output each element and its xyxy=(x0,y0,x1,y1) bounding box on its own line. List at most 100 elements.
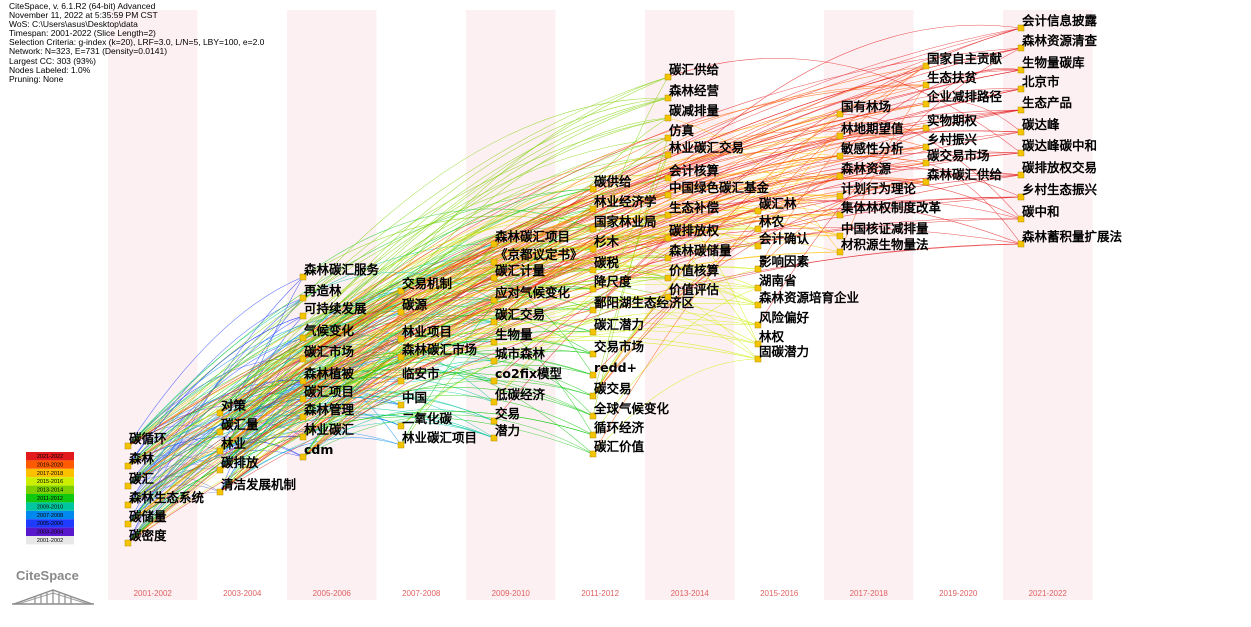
keyword-node-marker[interactable] xyxy=(1017,149,1025,157)
keyword-node[interactable]: 碳汇项目 xyxy=(299,384,354,403)
keyword-node-marker[interactable] xyxy=(1017,66,1025,74)
keyword-node[interactable]: 材积源生物量法 xyxy=(836,237,929,256)
keyword-node-marker[interactable] xyxy=(922,159,930,167)
keyword-node-marker[interactable] xyxy=(397,377,405,385)
keyword-node-marker[interactable] xyxy=(589,431,597,439)
keyword-node[interactable]: 林业碳汇项目 xyxy=(397,430,477,449)
keyword-node[interactable]: 风险偏好 xyxy=(754,310,810,329)
keyword-node[interactable]: 气候变化 xyxy=(299,323,355,342)
keyword-node-marker[interactable] xyxy=(836,110,844,118)
keyword-node-marker[interactable] xyxy=(397,308,405,316)
keyword-node-marker[interactable] xyxy=(664,151,672,159)
keyword-node-marker[interactable] xyxy=(754,265,762,273)
keyword-node[interactable]: 碳达峰碳中和 xyxy=(1017,138,1097,157)
keyword-node-marker[interactable] xyxy=(664,211,672,219)
keyword-node-marker[interactable] xyxy=(216,428,224,436)
keyword-node-marker[interactable] xyxy=(589,412,597,420)
keyword-node-marker[interactable] xyxy=(836,211,844,219)
keyword-node[interactable]: 生物量 xyxy=(490,327,533,346)
keyword-node-marker[interactable] xyxy=(299,395,307,403)
keyword-node[interactable]: 森林植被 xyxy=(299,366,355,385)
keyword-node-marker[interactable] xyxy=(299,453,307,461)
keyword-node-marker[interactable] xyxy=(836,152,844,160)
keyword-node-marker[interactable] xyxy=(490,377,498,385)
keyword-node[interactable]: 交易 xyxy=(490,406,520,425)
keyword-node[interactable]: 森林资源 xyxy=(836,161,892,180)
keyword-node[interactable]: 碳排放 xyxy=(216,455,259,474)
keyword-node-marker[interactable] xyxy=(299,273,307,281)
keyword-node-marker[interactable] xyxy=(922,62,930,70)
keyword-node-marker[interactable] xyxy=(397,401,405,409)
keyword-node[interactable]: 中国核证减排量 xyxy=(836,221,929,240)
keyword-node-marker[interactable] xyxy=(397,422,405,430)
keyword-node-marker[interactable] xyxy=(124,462,132,470)
keyword-node-marker[interactable] xyxy=(299,377,307,385)
keyword-node[interactable]: co2fix模型 xyxy=(490,366,563,385)
keyword-node-marker[interactable] xyxy=(1017,85,1025,93)
keyword-node[interactable]: 碳达峰 xyxy=(1017,117,1060,136)
keyword-node-marker[interactable] xyxy=(397,353,405,361)
keyword-node[interactable]: 对策 xyxy=(216,398,247,417)
keyword-node[interactable]: 碳密度 xyxy=(124,528,167,547)
keyword-node[interactable]: 碳排放权 xyxy=(664,223,720,242)
keyword-node[interactable]: 碳储量 xyxy=(124,509,167,528)
keyword-node-marker[interactable] xyxy=(299,433,307,441)
keyword-node[interactable]: 碳中和 xyxy=(1017,204,1060,223)
keyword-node-marker[interactable] xyxy=(589,225,597,233)
keyword-node[interactable]: 生态扶贫 xyxy=(922,70,978,89)
keyword-node-marker[interactable] xyxy=(1017,171,1025,179)
keyword-node[interactable]: 二氧化碳 xyxy=(397,411,453,430)
keyword-node[interactable]: 循环经济 xyxy=(589,420,645,439)
keyword-node[interactable]: 碳汇林 xyxy=(754,196,797,215)
keyword-node[interactable]: redd+ xyxy=(589,360,637,379)
keyword-node[interactable]: 计划行为理论 xyxy=(836,181,917,200)
keyword-node[interactable]: 临安市 xyxy=(397,366,440,385)
keyword-node-marker[interactable] xyxy=(754,340,762,348)
keyword-node-marker[interactable] xyxy=(589,306,597,314)
keyword-node[interactable]: 北京市 xyxy=(1017,74,1060,93)
keyword-node-marker[interactable] xyxy=(397,335,405,343)
keyword-node-marker[interactable] xyxy=(589,205,597,213)
keyword-node-marker[interactable] xyxy=(1017,44,1025,52)
keyword-node[interactable]: 全球气候变化 xyxy=(589,401,670,420)
keyword-node[interactable]: 碳汇 xyxy=(124,471,155,490)
keyword-node-marker[interactable] xyxy=(664,114,672,122)
keyword-node-marker[interactable] xyxy=(836,132,844,140)
keyword-node-marker[interactable] xyxy=(589,245,597,253)
keyword-node-marker[interactable] xyxy=(664,274,672,282)
keyword-node[interactable]: 可持续发展 xyxy=(299,301,367,320)
keyword-node[interactable]: 碳汇计量 xyxy=(490,263,546,282)
keyword-node[interactable]: 碳源 xyxy=(397,297,428,316)
keyword-node-marker[interactable] xyxy=(664,234,672,242)
keyword-node-marker[interactable] xyxy=(124,442,132,450)
keyword-node-marker[interactable] xyxy=(490,357,498,365)
keyword-node-marker[interactable] xyxy=(589,450,597,458)
keyword-node[interactable]: 森林碳汇项目 xyxy=(490,229,570,248)
keyword-node[interactable]: 湖南省 xyxy=(754,273,797,292)
keyword-node[interactable]: 碳排放权交易 xyxy=(1017,160,1097,179)
keyword-node-marker[interactable] xyxy=(589,392,597,400)
keyword-node[interactable]: 国有林场 xyxy=(836,99,891,118)
keyword-node-marker[interactable] xyxy=(1017,215,1025,223)
keyword-node-marker[interactable] xyxy=(216,466,224,474)
keyword-node-marker[interactable] xyxy=(589,350,597,358)
keyword-node[interactable]: 价值评估 xyxy=(664,282,720,301)
keyword-node-marker[interactable] xyxy=(124,539,132,547)
keyword-node[interactable]: 碳汇价值 xyxy=(589,439,645,458)
keyword-node[interactable]: 碳汇潜力 xyxy=(589,317,644,336)
keyword-node-marker[interactable] xyxy=(589,328,597,336)
keyword-node-marker[interactable] xyxy=(1017,128,1025,136)
keyword-node[interactable]: 企业减排路径 xyxy=(922,89,1003,108)
keyword-node[interactable]: 仿真 xyxy=(664,123,695,142)
keyword-node-marker[interactable] xyxy=(216,447,224,455)
keyword-node-marker[interactable] xyxy=(589,285,597,293)
keyword-node[interactable]: 森林碳汇供给 xyxy=(922,167,1003,186)
keyword-node[interactable]: 应对气候变化 xyxy=(490,285,571,304)
keyword-node[interactable]: 森林资源清查 xyxy=(1017,33,1098,52)
keyword-node[interactable]: 国家自主贡献 xyxy=(922,51,1003,70)
keyword-node-marker[interactable] xyxy=(216,409,224,417)
keyword-node[interactable]: 森林经营 xyxy=(664,83,720,102)
keyword-node-marker[interactable] xyxy=(664,94,672,102)
keyword-node[interactable]: 森林资源培育企业 xyxy=(754,290,860,309)
keyword-node-marker[interactable] xyxy=(299,294,307,302)
